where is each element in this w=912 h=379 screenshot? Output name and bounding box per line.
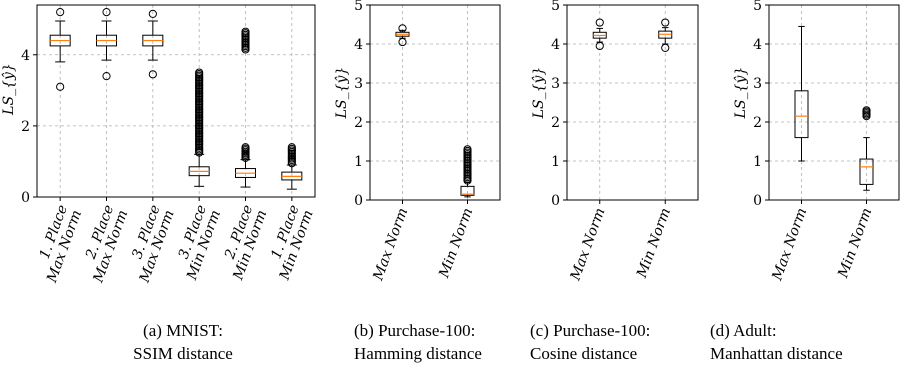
y-tick-label: 1	[551, 154, 560, 170]
x-tick-label-line: Min Norm	[436, 206, 476, 281]
x-tick-label: Min Norm	[634, 206, 674, 281]
box-4	[235, 27, 256, 188]
x-tick-label: Min Norm	[436, 206, 476, 281]
outlier-point	[56, 8, 65, 17]
caption-c-line-1: (c) Purchase-100:	[530, 321, 651, 340]
box-1	[460, 145, 475, 198]
box-body	[859, 158, 874, 185]
box-body	[794, 90, 809, 139]
outlier-point	[241, 27, 250, 36]
x-tick-label: 3. PlaceMin Norm	[170, 203, 224, 283]
y-tick-label: 2	[551, 115, 560, 131]
outlier-point	[862, 106, 871, 115]
x-tick-label-line: Max Norm	[769, 206, 810, 284]
box-body	[460, 185, 475, 196]
outlier-point	[595, 41, 604, 51]
y-tick-label: 4	[21, 48, 30, 64]
plot-frame	[36, 4, 316, 198]
caption-d-line-2: Manhattan distance	[710, 344, 843, 363]
y-tick-label: 5	[551, 0, 560, 14]
x-tick-label: Max Norm	[370, 206, 411, 284]
x-tick-label-line: Max Norm	[567, 206, 608, 284]
x-tick-label: Max Norm	[769, 206, 810, 284]
x-tick-label: 1. PlaceMin Norm	[262, 203, 316, 283]
outlier-point	[463, 145, 472, 154]
plot-frame	[566, 4, 699, 201]
y-axis-label: LS_{ŷ}	[0, 63, 17, 116]
y-tick-label: 1	[354, 154, 363, 170]
y-tick-label: 0	[753, 193, 762, 209]
x-tick-label-line: Max Norm	[370, 206, 411, 284]
caption-b-line-1: (b) Purchase-100:	[354, 321, 476, 340]
y-tick-label: 1	[753, 154, 762, 170]
y-tick-label: 3	[354, 76, 363, 92]
y-tick-label: 0	[551, 193, 560, 209]
outlier-point	[102, 8, 111, 17]
caption-a: (a) MNIST: SSIM distance	[118, 319, 248, 365]
box-0	[794, 25, 809, 162]
chart-panel-3: 0 1 2 3 4 5 Max Norm Min Norm LS_{ŷ}	[732, 0, 900, 284]
box-3	[188, 68, 210, 187]
box-0	[592, 18, 607, 51]
box-1	[859, 106, 874, 191]
outlier-point	[56, 82, 65, 91]
y-tick-label: 0	[21, 190, 30, 206]
plot-frame	[369, 4, 501, 201]
outlier-point	[595, 18, 604, 27]
y-tick-label: 4	[753, 37, 762, 53]
box-1	[658, 18, 673, 53]
x-tick-label: Min Norm	[835, 206, 875, 281]
y-tick-label: 3	[753, 76, 762, 92]
outlier-point	[195, 68, 204, 77]
outlier-point	[102, 72, 111, 81]
outlier-point	[661, 43, 670, 53]
caption-b: (b) Purchase-100: Hamming distance	[354, 319, 482, 365]
x-tick-label-line: Min Norm	[835, 206, 875, 281]
x-tick-label: 2. PlaceMin Norm	[216, 203, 270, 283]
caption-a-line-2: SSIM distance	[133, 344, 233, 363]
x-tick-label-line: Min Norm	[634, 206, 674, 281]
y-tick-label: 2	[753, 115, 762, 131]
y-tick-label: 3	[551, 76, 560, 92]
y-axis-label: LS_{ŷ}	[333, 67, 350, 120]
y-tick-label: 5	[753, 0, 762, 14]
caption-a-line-1: (a) MNIST:	[143, 321, 223, 340]
box-0	[395, 24, 410, 47]
y-tick-label: 2	[21, 119, 30, 135]
x-tick-label: 1. PlaceMax Norm	[30, 203, 85, 286]
outlier-point	[287, 143, 296, 152]
y-tick-label: 4	[551, 37, 560, 53]
plot-frame	[768, 4, 900, 201]
chart-panel-2: 0 1 2 3 4 5 Max Norm Min Norm LS_{ŷ}	[530, 0, 699, 284]
box-0	[49, 8, 71, 91]
y-axis-label: LS_{ŷ}	[732, 67, 749, 120]
y-tick-label: 4	[354, 37, 363, 53]
box-5	[281, 143, 303, 190]
y-tick-label: 2	[354, 115, 363, 131]
y-tick-label: 5	[354, 0, 363, 14]
box-1	[96, 8, 117, 81]
caption-c-line-2: Cosine distance	[530, 344, 638, 363]
chart-panel-1: 0 1 2 3 4 5 Max Norm Min Norm LS_{ŷ}	[333, 0, 501, 284]
outlier-point	[241, 143, 250, 152]
box-2	[142, 9, 164, 79]
outlier-point	[398, 24, 407, 33]
y-tick-label: 0	[354, 193, 363, 209]
outlier-point	[148, 70, 157, 79]
outlier-point	[661, 18, 670, 27]
caption-c: (c) Purchase-100: Cosine distance	[530, 319, 650, 365]
outlier-point	[148, 9, 157, 18]
caption-d: (d) Adult: Manhattan distance	[710, 319, 843, 365]
outlier-point	[398, 37, 407, 47]
x-tick-label: Max Norm	[567, 206, 608, 284]
caption-d-line-1: (d) Adult:	[710, 321, 777, 340]
caption-b-line-2: Hamming distance	[354, 344, 482, 363]
y-axis-label: LS_{ŷ}	[530, 67, 547, 120]
